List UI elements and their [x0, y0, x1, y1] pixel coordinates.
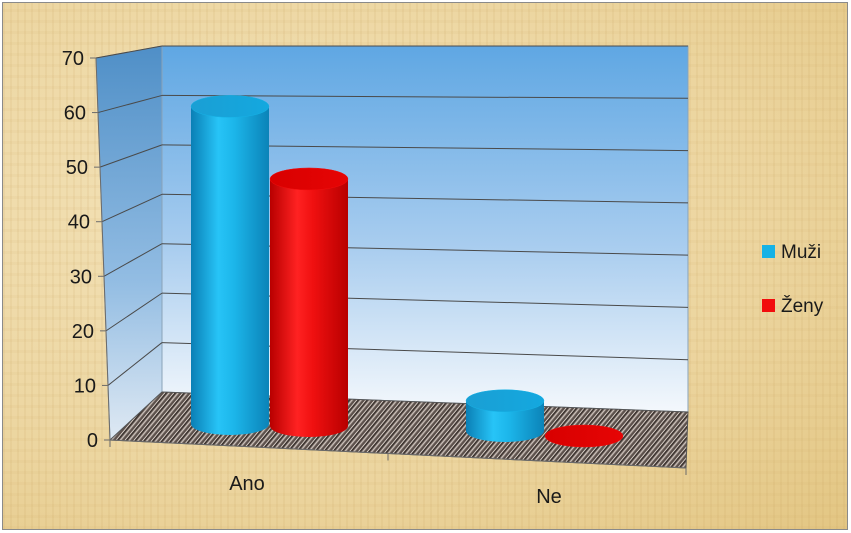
legend-label: Ženy — [781, 295, 824, 317]
bar-body — [466, 400, 544, 442]
y-tick-label: 10 — [74, 375, 96, 397]
category-labels: Ano Ne — [109, 440, 687, 508]
y-tick-label: 60 — [64, 103, 86, 125]
bar-top — [190, 95, 270, 118]
bar-ne-zeny — [544, 424, 624, 448]
gridline — [161, 94, 689, 99]
y-tick-label: 50 — [66, 157, 88, 179]
bar-body — [191, 106, 269, 435]
y-axis-line — [95, 57, 111, 441]
bar-top — [544, 424, 624, 448]
y-tick-label: 0 — [87, 430, 98, 452]
gridline-side — [103, 243, 163, 277]
y-axis — [95, 57, 687, 469]
legend: Muži Ženy — [762, 242, 824, 317]
legend-swatch — [762, 299, 775, 312]
bar-top — [269, 167, 349, 191]
y-tick-label: 70 — [62, 48, 84, 70]
gridline-side — [107, 342, 163, 386]
gridline-side — [101, 193, 163, 223]
bars — [190, 95, 624, 448]
bar-ano-zeny — [269, 167, 349, 437]
gridline-side — [99, 144, 163, 168]
category-label: Ano — [229, 473, 265, 495]
legend-swatch — [762, 245, 775, 258]
y-tick-label: 30 — [70, 266, 92, 288]
y-tick-labels: 0 10 20 30 40 50 60 70 — [62, 48, 98, 452]
y-tick-label: 20 — [72, 321, 94, 343]
bar-body — [270, 178, 348, 437]
gridline-side — [97, 94, 163, 114]
gridline-side — [105, 292, 163, 332]
category-label: Ne — [536, 486, 562, 508]
chart-side-wall — [95, 45, 163, 442]
bar-top — [465, 389, 545, 412]
bar-ano-muzi — [190, 95, 270, 435]
y-tick-label: 40 — [68, 212, 90, 234]
x-axis-line — [109, 439, 687, 469]
legend-label: Muži — [781, 242, 821, 263]
bar-ne-muzi — [465, 389, 545, 442]
gridline-side — [95, 45, 163, 59]
